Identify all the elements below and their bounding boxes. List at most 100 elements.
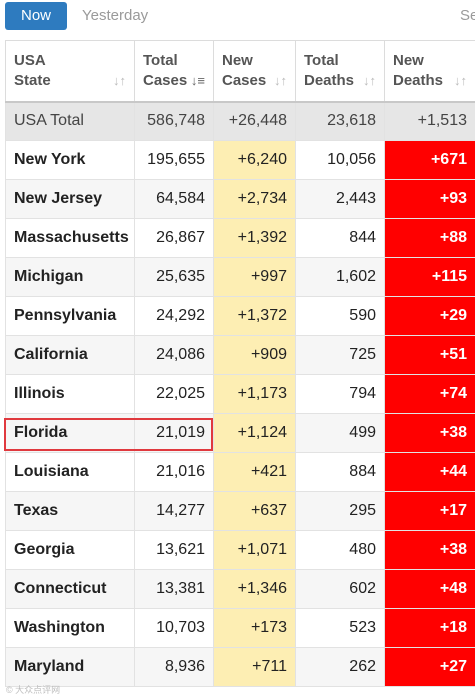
- total-cases: 21,019: [134, 413, 214, 453]
- total-deaths: 480: [295, 530, 385, 570]
- new-deaths: +671: [384, 140, 475, 180]
- total-cases: 10,703: [134, 608, 214, 648]
- new-cases: +637: [213, 491, 296, 531]
- total-deaths: 725: [295, 335, 385, 375]
- new-cases: +1,392: [213, 218, 296, 258]
- state-name: Georgia: [5, 530, 135, 570]
- new-cases: +1,173: [213, 374, 296, 414]
- header-label: Deaths: [304, 72, 355, 89]
- total-cases: 24,292: [134, 296, 214, 336]
- table-row[interactable]: Connecticut 13,381 +1,346 602 +48: [5, 569, 475, 609]
- tab-now[interactable]: Now: [5, 2, 67, 30]
- total-cases: 586,748: [134, 101, 214, 141]
- sort-icon[interactable]: ↓↑: [454, 72, 467, 88]
- total-deaths: 499: [295, 413, 385, 453]
- new-deaths: +51: [384, 335, 475, 375]
- table-row[interactable]: Washington 10,703 +173 523 +18: [5, 608, 475, 648]
- total-deaths: 23,618: [295, 101, 385, 141]
- new-deaths: +18: [384, 608, 475, 648]
- table-row[interactable]: California 24,086 +909 725 +51: [5, 335, 475, 375]
- total-cases: 64,584: [134, 179, 214, 219]
- state-name: New Jersey: [5, 179, 135, 219]
- header-label: Cases: [143, 72, 188, 89]
- header-label: Total: [143, 52, 178, 69]
- state-name: Connecticut: [5, 569, 135, 609]
- new-cases: +909: [213, 335, 296, 375]
- total-deaths: 844: [295, 218, 385, 258]
- header-label: Deaths: [393, 72, 444, 89]
- header-new-deaths[interactable]: New Deaths ↓↑: [384, 40, 475, 103]
- table-row[interactable]: Texas 14,277 +637 295 +17: [5, 491, 475, 531]
- new-cases: +6,240: [213, 140, 296, 180]
- total-cases: 13,621: [134, 530, 214, 570]
- new-cases: +421: [213, 452, 296, 492]
- table-header-row: USA State ↓↑ Total Cases ↓≡ New Cases ↓↑…: [5, 40, 475, 103]
- state-name: Washington: [5, 608, 135, 648]
- state-name: Texas: [5, 491, 135, 531]
- total-cases: 25,635: [134, 257, 214, 297]
- header-label: New: [222, 52, 253, 69]
- table-row[interactable]: Michigan 25,635 +997 1,602 +115: [5, 257, 475, 297]
- total-deaths: 602: [295, 569, 385, 609]
- total-cases: 13,381: [134, 569, 214, 609]
- new-deaths: +17: [384, 491, 475, 531]
- tab-bar: Now Yesterday Se: [0, 0, 475, 40]
- total-cases: 26,867: [134, 218, 214, 258]
- state-name: Florida: [5, 413, 135, 453]
- tab-extra[interactable]: Se: [460, 7, 475, 24]
- table-row[interactable]: Florida 21,019 +1,124 499 +38: [5, 413, 475, 453]
- table-row[interactable]: Illinois 22,025 +1,173 794 +74: [5, 374, 475, 414]
- table-row[interactable]: New York 195,655 +6,240 10,056 +671: [5, 140, 475, 180]
- sort-icon[interactable]: ↓↑: [113, 72, 126, 88]
- header-label: USA: [14, 52, 46, 69]
- state-name: Michigan: [5, 257, 135, 297]
- total-deaths: 2,443: [295, 179, 385, 219]
- new-cases: +2,734: [213, 179, 296, 219]
- new-cases: +997: [213, 257, 296, 297]
- table-row[interactable]: Massachusetts 26,867 +1,392 844 +88: [5, 218, 475, 258]
- table-row[interactable]: Maryland 8,936 +711 262 +27: [5, 647, 475, 687]
- total-cases: 8,936: [134, 647, 214, 687]
- table-row[interactable]: Georgia 13,621 +1,071 480 +38: [5, 530, 475, 570]
- new-deaths: +115: [384, 257, 475, 297]
- total-cases: 195,655: [134, 140, 214, 180]
- sort-desc-icon[interactable]: ↓≡: [190, 72, 205, 88]
- tab-yesterday[interactable]: Yesterday: [82, 7, 149, 24]
- state-name: USA Total: [5, 101, 135, 141]
- sort-icon[interactable]: ↓↑: [274, 72, 287, 88]
- header-label: Total: [304, 52, 339, 69]
- header-new-cases[interactable]: New Cases ↓↑: [213, 40, 296, 103]
- header-label: State: [14, 72, 51, 89]
- total-deaths: 1,602: [295, 257, 385, 297]
- covid-states-table: USA State ↓↑ Total Cases ↓≡ New Cases ↓↑…: [5, 40, 475, 687]
- new-cases: +26,448: [213, 101, 296, 141]
- state-name: Louisiana: [5, 452, 135, 492]
- new-cases: +1,346: [213, 569, 296, 609]
- new-deaths: +88: [384, 218, 475, 258]
- table-row[interactable]: New Jersey 64,584 +2,734 2,443 +93: [5, 179, 475, 219]
- new-cases: +1,372: [213, 296, 296, 336]
- total-cases: 24,086: [134, 335, 214, 375]
- total-deaths: 295: [295, 491, 385, 531]
- state-name: New York: [5, 140, 135, 180]
- header-label: New: [393, 52, 424, 69]
- new-deaths: +29: [384, 296, 475, 336]
- state-name: Illinois: [5, 374, 135, 414]
- total-cases: 14,277: [134, 491, 214, 531]
- new-deaths: +38: [384, 530, 475, 570]
- new-deaths: +44: [384, 452, 475, 492]
- header-total-deaths[interactable]: Total Deaths ↓↑: [295, 40, 385, 103]
- total-cases: 21,016: [134, 452, 214, 492]
- header-state[interactable]: USA State ↓↑: [5, 40, 135, 103]
- table-row-total: USA Total 586,748 +26,448 23,618 +1,513: [5, 101, 475, 141]
- state-name: Maryland: [5, 647, 135, 687]
- new-deaths: +74: [384, 374, 475, 414]
- table-row[interactable]: Pennsylvania 24,292 +1,372 590 +29: [5, 296, 475, 336]
- new-deaths: +48: [384, 569, 475, 609]
- state-name: California: [5, 335, 135, 375]
- new-cases: +1,124: [213, 413, 296, 453]
- header-total-cases[interactable]: Total Cases ↓≡: [134, 40, 214, 103]
- sort-icon[interactable]: ↓↑: [363, 72, 376, 88]
- table-row[interactable]: Louisiana 21,016 +421 884 +44: [5, 452, 475, 492]
- new-cases: +1,071: [213, 530, 296, 570]
